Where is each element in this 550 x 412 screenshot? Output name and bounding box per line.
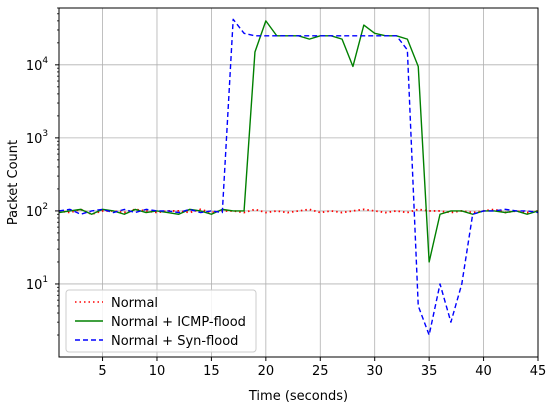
- y-tick-exponent: 4: [42, 56, 48, 66]
- x-tick-label: 20: [258, 364, 275, 379]
- x-tick-label: 40: [475, 364, 492, 379]
- y-tick-base: 10: [26, 278, 43, 293]
- x-tick-label: 25: [312, 364, 329, 379]
- x-tick-label: 15: [203, 364, 220, 379]
- x-tick-label: 10: [149, 364, 166, 379]
- x-tick-label: 30: [366, 364, 383, 379]
- y-tick-exponent: 1: [42, 275, 48, 285]
- legend-box: [65, 289, 257, 353]
- x-tick-label: 45: [530, 364, 547, 379]
- x-tick-label: 5: [98, 364, 106, 379]
- y-tick-base: 10: [26, 205, 43, 220]
- legend-label: Normal + ICMP-flood: [111, 315, 246, 330]
- x-axis-label: Time (seconds): [248, 389, 348, 404]
- y-axis-label: Packet Count: [6, 140, 21, 225]
- plot-frame: [58, 7, 539, 358]
- y-tick-exponent: 2: [42, 202, 48, 212]
- series-lines: [58, 18, 539, 336]
- y-tick-base: 10: [26, 59, 43, 74]
- x-axis-ticks: 5 10 15 20 25 30 35 40 45: [98, 357, 546, 379]
- y-tick-base: 10: [26, 132, 43, 147]
- legend-label: Normal + Syn-flood: [111, 334, 238, 349]
- y-tick-label: 102: [26, 202, 48, 220]
- legend-label: Normal: [111, 296, 158, 311]
- x-tick-label: 35: [421, 364, 438, 379]
- y-tick-label: 104: [26, 56, 49, 74]
- legend: Normal Normal + ICMP-flood Normal + Syn-fl…: [65, 289, 257, 353]
- series-line-2: [58, 18, 539, 336]
- y-tick-label: 101: [26, 275, 48, 293]
- y-tick-label: 103: [26, 129, 48, 147]
- y-tick-exponent: 3: [42, 129, 48, 139]
